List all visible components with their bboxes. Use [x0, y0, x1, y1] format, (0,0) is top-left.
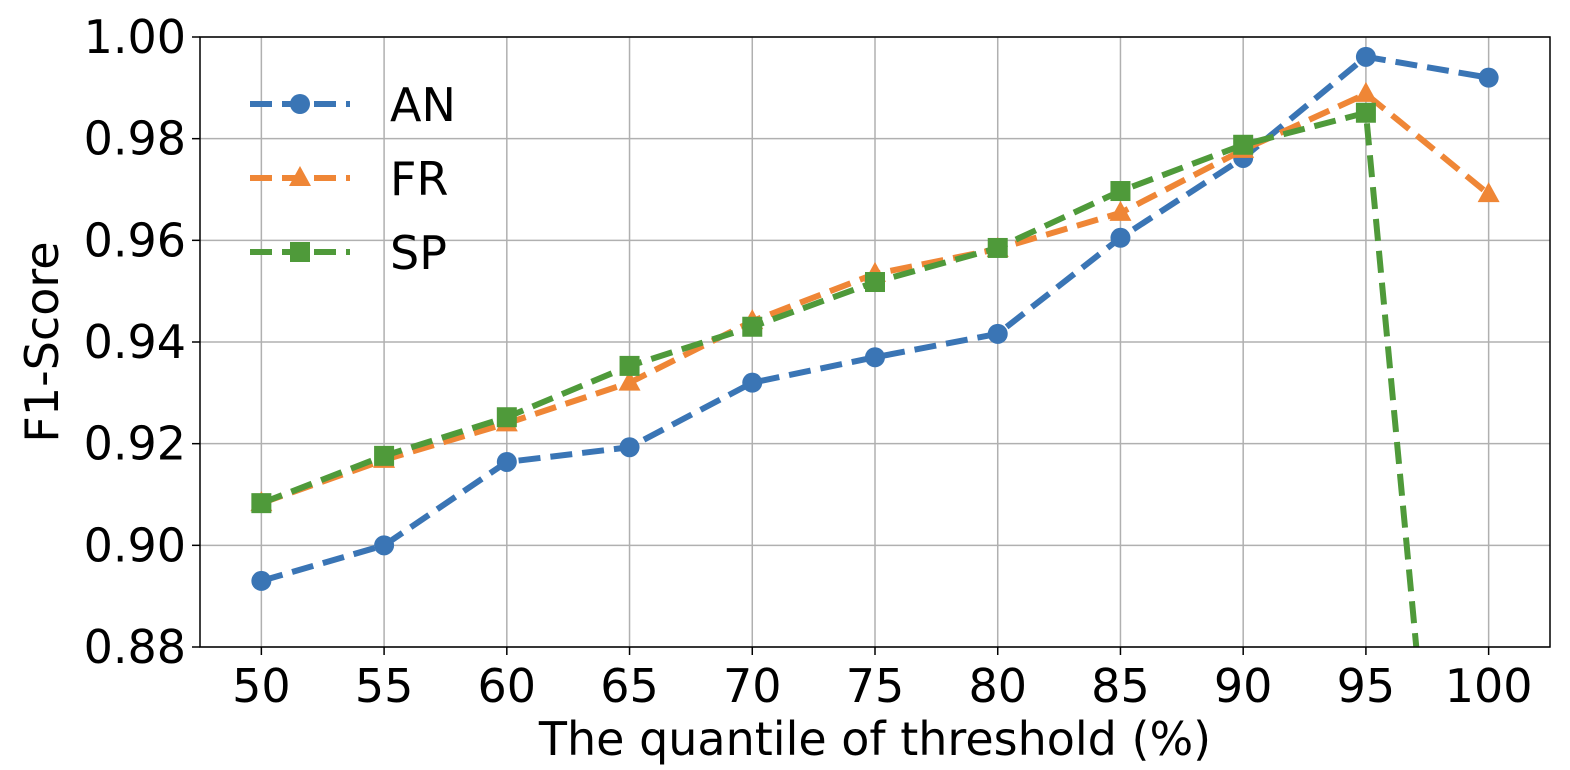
- x-tick-label: 50: [232, 659, 291, 713]
- marker: [618, 370, 641, 391]
- y-tick-label: 0.92: [84, 417, 186, 471]
- x-tick-label: 85: [1091, 659, 1150, 713]
- marker: [1477, 182, 1500, 203]
- x-tick-label: 95: [1337, 659, 1396, 713]
- legend-label: FR: [390, 152, 448, 206]
- marker: [374, 445, 395, 466]
- legend-marker: [289, 166, 311, 186]
- y-tick-label: 1.00: [84, 10, 186, 64]
- x-tick-label: 55: [355, 659, 414, 713]
- marker: [496, 451, 517, 472]
- y-tick-label: 0.98: [84, 112, 186, 166]
- x-tick-label: 75: [846, 659, 905, 713]
- y-tick-label: 0.96: [84, 213, 186, 267]
- marker: [865, 272, 885, 293]
- y-tick-label: 0.94: [84, 315, 186, 369]
- marker: [496, 407, 517, 428]
- marker: [987, 323, 1008, 344]
- y-axis-label: F1-Score: [15, 241, 69, 442]
- marker: [1478, 67, 1499, 88]
- marker: [251, 570, 272, 591]
- legend-marker: [290, 242, 310, 262]
- x-axis-label: The quantile of threshold (%): [538, 712, 1211, 766]
- legend-marker: [290, 94, 310, 114]
- legend-label: AN: [390, 78, 456, 132]
- x-tick-label: 60: [478, 659, 537, 713]
- x-tick-label: 100: [1445, 659, 1533, 713]
- marker: [619, 437, 640, 458]
- series-line: [260, 53, 1490, 584]
- marker: [1110, 181, 1131, 202]
- marker: [742, 316, 763, 337]
- x-tick-label: 70: [723, 659, 782, 713]
- marker: [1355, 102, 1376, 123]
- marker: [374, 535, 395, 556]
- y-tick-label: 0.88: [84, 620, 186, 674]
- x-tick-label: 65: [600, 659, 659, 713]
- marker: [1233, 134, 1254, 155]
- x-tick-label: 80: [968, 659, 1027, 713]
- y-tick-label: 0.90: [84, 518, 186, 572]
- marker: [1354, 81, 1377, 102]
- x-tick-label: 90: [1214, 659, 1273, 713]
- marker: [742, 372, 763, 393]
- marker: [1110, 227, 1131, 248]
- marker: [987, 237, 1008, 258]
- marker: [619, 355, 640, 376]
- marker: [251, 493, 272, 514]
- marker: [865, 347, 885, 368]
- marker: [1355, 46, 1376, 67]
- legend-label: SP: [390, 226, 447, 280]
- marker: [1109, 200, 1132, 221]
